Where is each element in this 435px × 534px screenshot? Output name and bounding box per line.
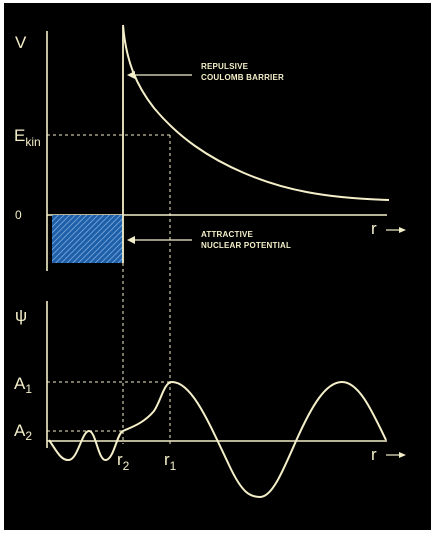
barrier-label-line2: COULOMB BARRIER	[201, 73, 284, 82]
r-axis-lower-label: r	[371, 445, 377, 464]
psi-axis-label: ψ	[15, 306, 27, 325]
a2-label: A2	[14, 421, 32, 443]
r-axis-lower-arrow	[386, 452, 406, 458]
well-label-line2: NUCLEAR POTENTIAL	[201, 241, 291, 250]
r-axis-upper-arrow	[386, 227, 406, 233]
coulomb-barrier-curve	[122, 24, 390, 201]
r1-label: r1	[164, 450, 177, 473]
potential-wavefunction-diagram: V Ekin 0 r REPULSIVE COULOMB BARRIER ATT…	[14, 24, 406, 499]
a1-label: A1	[14, 374, 32, 396]
attractive-well	[52, 215, 123, 263]
well-label-line1: ATTRACTIVE	[201, 230, 254, 239]
v-axis-label: V	[15, 33, 27, 52]
potential-panel: V Ekin 0 r REPULSIVE COULOMB BARRIER ATT…	[14, 24, 406, 271]
barrier-label-line1: REPULSIVE	[201, 62, 249, 71]
ekin-label: Ekin	[14, 126, 41, 149]
zero-label: 0	[15, 208, 22, 222]
wavefunction-panel: ψ A1 A2 r2 r1 r	[14, 301, 406, 499]
r-axis-upper-label: r	[371, 219, 377, 238]
diagram-frame: V Ekin 0 r REPULSIVE COULOMB BARRIER ATT…	[4, 3, 431, 530]
well-label-arrow	[127, 236, 192, 244]
r2-label: r2	[117, 450, 130, 473]
barrier-label-arrow	[127, 71, 192, 79]
wavefunction-curve	[48, 380, 387, 499]
